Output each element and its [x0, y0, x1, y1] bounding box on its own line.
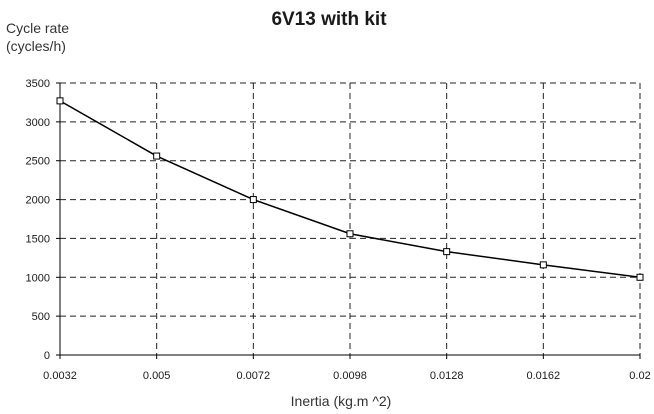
data-point — [346, 230, 354, 238]
y-tick-label: 2000 — [26, 195, 50, 207]
grid — [60, 82, 641, 355]
y-axis-label-line2: (cycles/h) — [6, 38, 66, 54]
x-tick-labels: 0.0032 0.005 0.0072 0.0098 0.0128 0.0162 0.02 — [43, 370, 651, 382]
markers — [56, 97, 644, 281]
y-tick-label: 0 — [44, 350, 50, 362]
x-tick-label: 0.0098 — [333, 370, 367, 382]
x-tick-label: 0.005 — [143, 370, 171, 382]
y-tick-label: 3500 — [26, 78, 50, 90]
x-tick-label: 0.0162 — [527, 370, 561, 382]
y-axis-label-line1: Cycle rate — [6, 20, 69, 36]
x-tick-label: 0.02 — [629, 370, 650, 382]
x-tick-label: 0.0128 — [430, 370, 464, 382]
x-axis-label: Inertia (kg.m ^2) — [291, 393, 392, 409]
chart-title: 6V13 with kit — [271, 9, 387, 30]
data-point — [636, 273, 644, 281]
y-tick-labels: 0 500 1000 1500 2000 2500 3000 3500 — [26, 78, 50, 362]
y-tick-label: 2500 — [26, 156, 50, 168]
x-tick-label: 0.0032 — [43, 370, 77, 382]
data-point — [249, 196, 257, 204]
x-tick-label: 0.0072 — [237, 370, 271, 382]
y-tick-label: 500 — [32, 311, 50, 323]
data-point — [539, 261, 547, 269]
data-point — [153, 152, 161, 160]
data-point — [56, 97, 64, 105]
y-tick-label: 3000 — [26, 117, 50, 129]
y-tick-label: 1500 — [26, 233, 50, 245]
y-tick-label: 1000 — [26, 272, 50, 284]
axes — [56, 82, 641, 359]
data-point — [443, 248, 451, 256]
